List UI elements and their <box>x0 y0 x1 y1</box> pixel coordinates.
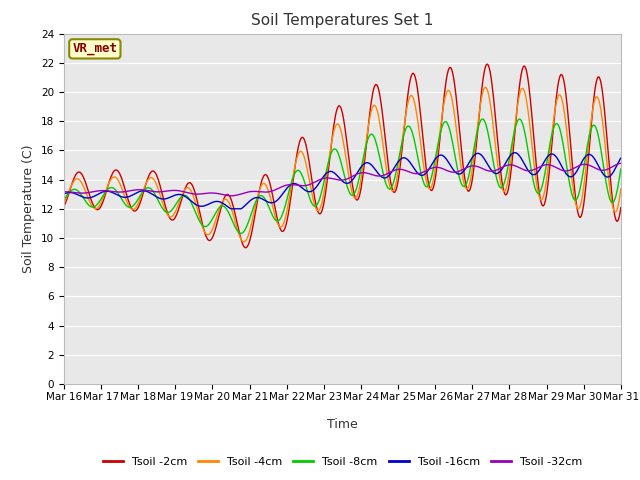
X-axis label: Time: Time <box>327 418 358 432</box>
Y-axis label: Soil Temperature (C): Soil Temperature (C) <box>22 144 35 273</box>
Legend: Tsoil -2cm, Tsoil -4cm, Tsoil -8cm, Tsoil -16cm, Tsoil -32cm: Tsoil -2cm, Tsoil -4cm, Tsoil -8cm, Tsoi… <box>99 453 586 471</box>
Text: VR_met: VR_met <box>72 42 117 55</box>
Title: Soil Temperatures Set 1: Soil Temperatures Set 1 <box>252 13 433 28</box>
